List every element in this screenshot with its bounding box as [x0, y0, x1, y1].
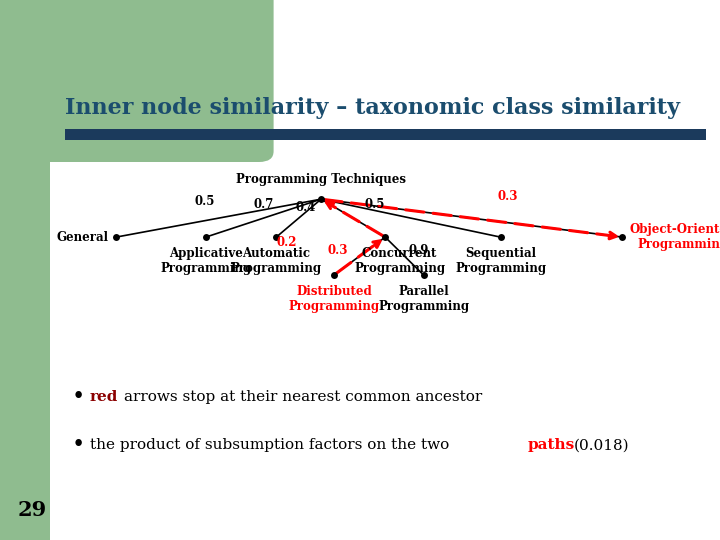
Text: 0.5: 0.5: [194, 195, 215, 208]
Text: General: General: [57, 231, 109, 244]
Text: •: •: [72, 435, 85, 456]
Text: 0.2: 0.2: [277, 236, 297, 249]
Text: 0.3: 0.3: [328, 244, 348, 257]
Text: Distributed
Programming: Distributed Programming: [289, 285, 379, 313]
Bar: [0, 151, 50, 540]
FancyBboxPatch shape: [0, 0, 274, 162]
Bar: [65, 129, 706, 140]
Text: 29: 29: [18, 500, 48, 521]
Text: red: red: [90, 390, 118, 404]
Text: the product of subsumption factors on the two: the product of subsumption factors on th…: [90, 438, 449, 453]
Text: Concurrent
Programming: Concurrent Programming: [354, 247, 445, 275]
Text: Sequential
Programming: Sequential Programming: [455, 247, 546, 275]
Text: 0.7: 0.7: [253, 198, 274, 211]
Text: Object-Oriented
Programming: Object-Oriented Programming: [629, 223, 720, 251]
Text: Programming Techniques: Programming Techniques: [236, 173, 406, 186]
Text: 0.4: 0.4: [296, 201, 316, 214]
Text: 0.9: 0.9: [409, 244, 429, 257]
Text: Applicative
Programming: Applicative Programming: [161, 247, 251, 275]
Text: Inner node similarity – taxonomic class similarity: Inner node similarity – taxonomic class …: [65, 97, 680, 119]
Text: Parallel
Programming: Parallel Programming: [378, 285, 469, 313]
Text: (0.018): (0.018): [574, 438, 629, 453]
Text: Automatic
Programming: Automatic Programming: [230, 247, 322, 275]
Text: 0.3: 0.3: [498, 190, 518, 203]
Text: •: •: [72, 386, 85, 408]
Text: arrows stop at their nearest common ancestor: arrows stop at their nearest common ance…: [124, 390, 482, 404]
Text: paths: paths: [528, 438, 575, 453]
Text: 0.5: 0.5: [364, 198, 385, 211]
